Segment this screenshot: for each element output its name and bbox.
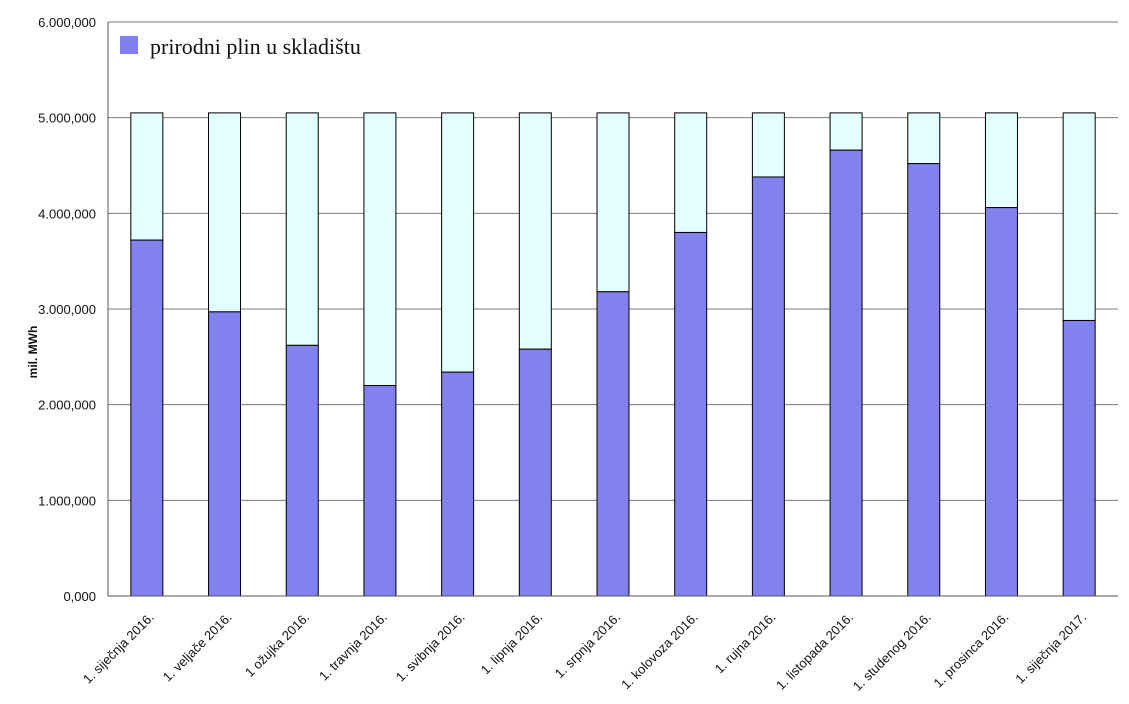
bar-remaining-capacity [208,112,242,313]
bar-gas-in-storage [208,311,242,597]
bar-remaining-capacity [596,112,630,293]
y-tick-label: 0,000 [63,589,96,604]
bar-remaining-capacity [130,112,164,241]
bar-remaining-capacity [518,112,552,350]
bars [130,112,1096,597]
bar-remaining-capacity [1062,112,1096,321]
x-tick-label: 1. studenog 2016. [850,610,934,694]
x-tick-label: 1. listopada 2016. [773,610,856,693]
y-axis-label: mil. MWh [26,326,40,379]
bar-gas-in-storage [907,163,941,597]
bar-remaining-capacity [907,112,941,165]
x-tick-label: 1. svibnja 2016. [393,610,468,685]
bar-gas-in-storage [829,149,863,597]
x-tick-labels: 1. siječnja 2016. 1. veljače 2016. 1 ožujk… [80,610,1089,694]
x-tick-label: 1. rujna 2016. [712,610,779,677]
legend: prirodni plin u skladištu [120,34,361,59]
y-tick-label: 4.000,000 [38,206,96,221]
bar-remaining-capacity [751,112,785,178]
y-tick-label: 6.000,000 [38,15,96,30]
y-tick-labels: 0,000 1.000,000 2.000,000 3.000,000 4.000,00… [38,15,96,604]
x-tick-label: 1. veljače 2016. [160,610,235,685]
bar-gas-in-storage [674,231,708,597]
legend-label: prirodni plin u skladištu [150,34,361,59]
x-tick-label: 1. lipnja 2016. [478,610,546,678]
bar-remaining-capacity [674,112,708,233]
bar-gas-in-storage [130,239,164,597]
bar-gas-in-storage [984,207,1018,597]
x-tick-label: 1. travnja 2016. [316,610,390,684]
bar-gas-in-storage [751,176,785,597]
y-tick-label: 3.000,000 [38,302,96,317]
bar-remaining-capacity [984,112,1018,209]
x-tick-label: 1 ožujka 2016. [242,610,312,680]
x-tick-label: 1. prosinca 2016. [930,610,1011,691]
y-tick-label: 1.000,000 [38,493,96,508]
bar-remaining-capacity [285,112,319,346]
x-tick-label: 1. kolovoza 2016. [618,610,701,693]
axes [107,22,1118,597]
bar-gas-in-storage [441,371,475,597]
bar-gas-in-storage [285,344,319,597]
x-tick-label: 1. siječnja 2016. [80,610,157,687]
y-tick-label: 5.000,000 [38,111,96,126]
bar-remaining-capacity [829,112,863,151]
bar-gas-in-storage [596,291,630,597]
bar-gas-in-storage [518,348,552,597]
y-tick-label: 2.000,000 [38,398,96,413]
legend-swatch [120,36,138,54]
x-tick-label: 1. srpnja 2016. [552,610,623,681]
bar-gas-in-storage [363,385,397,597]
bar-gas-in-storage [1062,319,1096,597]
x-tick-label: 1. siječnja 2017. [1012,610,1089,687]
bar-remaining-capacity [441,112,475,373]
bar-remaining-capacity [363,112,397,387]
